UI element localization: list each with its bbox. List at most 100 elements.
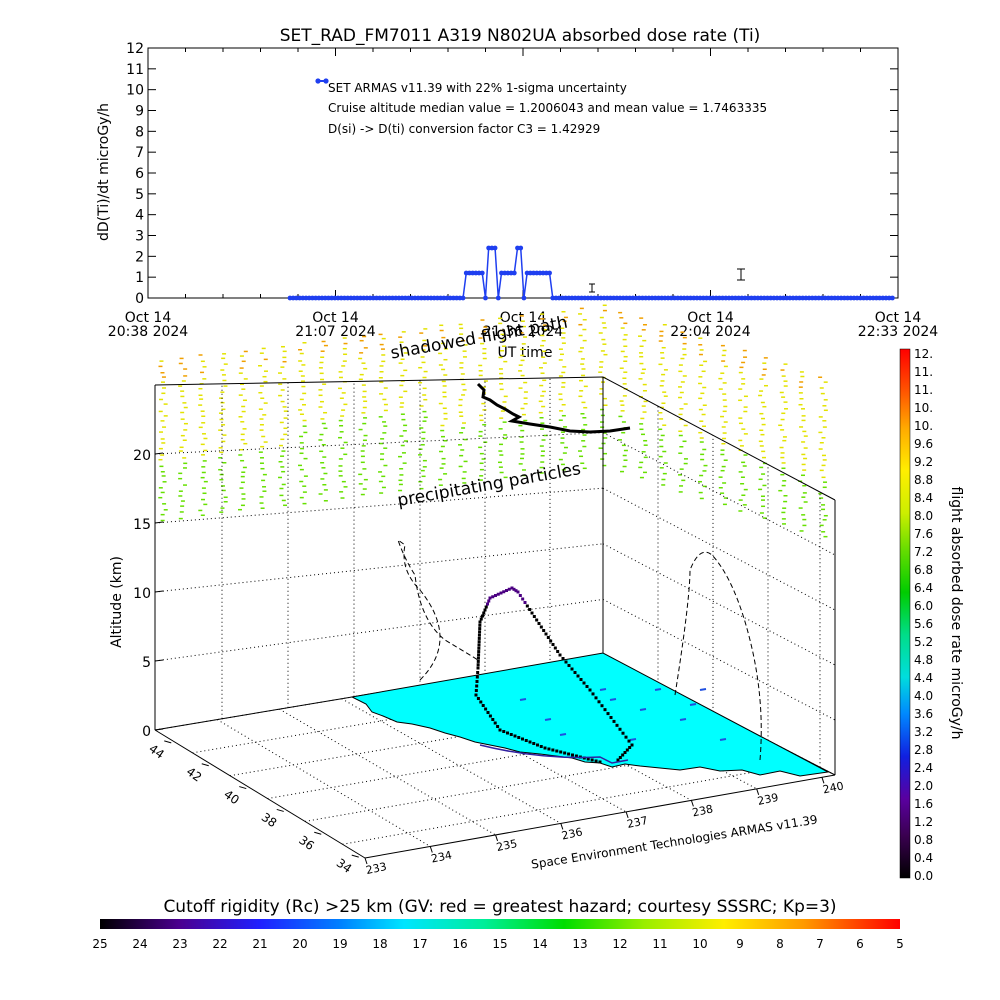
- altitude-tick-label: 5: [142, 655, 151, 671]
- dose-colorbar-tick-label: 4.8: [914, 653, 933, 667]
- dose-point: [495, 295, 501, 301]
- x-tick-label-time: 21:07 2024: [295, 324, 376, 340]
- back-wall-grid: [154, 487, 604, 524]
- x-tick-label-date: Oct 14: [500, 310, 547, 326]
- land-marker: [519, 698, 527, 701]
- track-point: [618, 727, 622, 731]
- lon-tick: [690, 800, 694, 807]
- lon-tick: [495, 834, 499, 842]
- dose-colorbar-tick-label: 4.4: [914, 671, 933, 685]
- legend-conversion: D(si) -> D(ti) conversion factor C3 = 1.…: [328, 122, 600, 136]
- lon-tick-label: 236: [560, 825, 583, 842]
- dose-colorbar-gradient: [899, 348, 911, 879]
- track-point: [478, 620, 482, 624]
- land-marker: [719, 738, 727, 741]
- rigidity-colorbar-tick-label: 14: [532, 937, 547, 951]
- dose-colorbar-tick-label: 8.0: [914, 509, 933, 523]
- track-point: [594, 759, 598, 763]
- dose-colorbar-tick-label: 0.0: [914, 869, 933, 883]
- dose-colorbar-tick-label: 2.4: [914, 761, 933, 775]
- side-wall-grid: [602, 432, 836, 556]
- track-point: [475, 680, 479, 683]
- dose-colorbar-tick-label: 3.6: [914, 707, 933, 721]
- dose-point: [492, 245, 498, 251]
- track-point: [505, 589, 508, 592]
- track-point: [476, 663, 480, 667]
- y-tick-label: 7: [135, 145, 144, 161]
- rigidity-colorbar-tick-label: 23: [172, 937, 187, 951]
- lat-tick-label: 34: [334, 856, 355, 876]
- track-point: [506, 731, 509, 735]
- rigidity-colorbar-tick-label: 12: [612, 937, 627, 951]
- track-point: [546, 636, 550, 639]
- track-point: [609, 716, 613, 719]
- dose-colorbar-tick-label: 11.: [914, 365, 933, 379]
- track-point: [571, 753, 574, 757]
- dose-colorbar-tick-label: 6.4: [914, 581, 933, 595]
- track-point: [536, 743, 539, 747]
- dose-point: [479, 270, 485, 276]
- dose-colorbar-tick-label: 6.8: [914, 563, 933, 577]
- y-tick-label: 0: [135, 291, 144, 307]
- track-point: [484, 605, 488, 609]
- track-point: [563, 751, 567, 755]
- track-point: [483, 608, 487, 612]
- lon-tick-label: 238: [691, 802, 714, 819]
- track-point: [576, 674, 580, 678]
- track-point: [509, 733, 513, 736]
- dose-colorbar-tick-label: 2.0: [914, 779, 933, 793]
- track-point: [494, 594, 497, 597]
- track-point: [573, 671, 577, 674]
- track-point: [618, 756, 622, 759]
- lon-tick: [364, 857, 368, 865]
- dose-rate-chart: SET_RAD_FM7011 A319 N802UA absorbed dose…: [96, 26, 938, 361]
- dose-colorbar-tick-label: 2.8: [914, 743, 933, 757]
- track-point: [475, 684, 479, 688]
- track-point: [476, 697, 480, 700]
- x-axis-label: UT time: [498, 345, 553, 361]
- lon-tick-label: 237: [626, 814, 649, 831]
- track-point: [482, 611, 486, 615]
- lat-tick-label: 36: [296, 833, 317, 853]
- track-point: [567, 752, 571, 756]
- rigidity-colorbar-tick-label: 6: [856, 937, 864, 951]
- track-point: [574, 754, 578, 758]
- track-point: [481, 614, 484, 618]
- lon-tick-label: 240: [822, 779, 845, 796]
- altitude-tick-label: 20: [133, 448, 151, 464]
- side-wall-grid: [602, 543, 836, 666]
- track-point: [496, 592, 500, 596]
- lon-tick-label: 239: [756, 791, 779, 808]
- track-point: [615, 723, 619, 727]
- rigidity-colorbar-tick-label: 11: [652, 937, 667, 951]
- floor-lon-grid: [216, 719, 431, 847]
- track-point: [543, 746, 547, 750]
- track-point: [621, 731, 625, 735]
- track-point: [525, 604, 529, 608]
- track-point: [502, 730, 506, 733]
- dose-colorbar: 0.0 0.4 0.8 1.2 1.6 2.0 2.4 2.8 3.2 3.6 4.0 4.4 4.8 5…: [899, 347, 964, 883]
- legend-marker: [323, 78, 329, 84]
- lon-tick: [429, 846, 433, 853]
- track-point: [477, 646, 481, 650]
- grid-lines: [154, 377, 836, 847]
- dose-colorbar-tick-label: 1.6: [914, 797, 933, 811]
- dose-colorbar-ticks: 0.0 0.4 0.8 1.2 1.6 2.0 2.4 2.8 3.2 3.6 4.0 4.4 4.8 5…: [914, 347, 933, 883]
- dose-series: [287, 245, 895, 301]
- back-wall-grid: [154, 543, 604, 593]
- lat-tick: [239, 786, 247, 790]
- track-point: [478, 627, 482, 631]
- track-point: [523, 601, 527, 604]
- dose-point: [521, 295, 527, 301]
- land-marker: [544, 718, 552, 721]
- x-tick-label-date: Oct 14: [687, 310, 734, 326]
- altitude-axis: 0 5 10 15 20: [133, 448, 164, 740]
- dose-colorbar-tick-label: 5.6: [914, 617, 933, 631]
- ground-track: [479, 744, 629, 764]
- track-point: [564, 660, 568, 664]
- track-point: [496, 725, 500, 728]
- track-point: [477, 653, 481, 657]
- track-point: [478, 630, 482, 634]
- y-tick-label: 2: [135, 249, 144, 265]
